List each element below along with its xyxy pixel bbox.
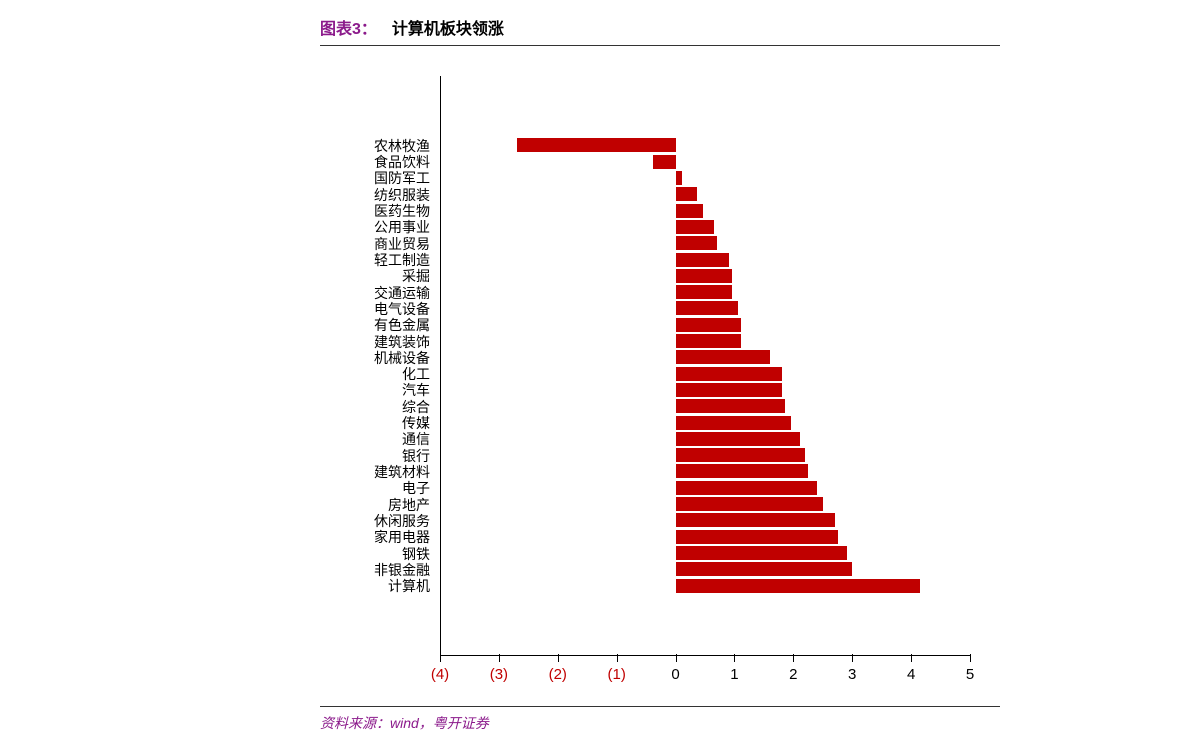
bar: [676, 562, 852, 576]
bar: [676, 464, 808, 478]
bar: [676, 579, 920, 593]
plot-region: [440, 76, 970, 656]
bar: [676, 367, 782, 381]
chart-area: 农林牧渔食品饮料国防军工纺织服装医药生物公用事业商业贸易轻工制造采掘交通运输电气…: [350, 66, 990, 696]
x-tick-mark: [617, 654, 618, 662]
bar: [676, 220, 714, 234]
x-tick-mark: [911, 654, 912, 662]
bar: [676, 448, 805, 462]
category-label: 计算机: [388, 576, 430, 596]
chart-title-prefix: 图表3：: [320, 15, 377, 39]
x-tick-label: (4): [431, 666, 449, 683]
bar: [676, 301, 738, 315]
bar: [676, 416, 791, 430]
bars-container: [441, 76, 970, 655]
bar: [676, 187, 697, 201]
chart-title-row: 图表3： 计算机板块领涨: [320, 15, 1000, 46]
bar: [676, 350, 770, 364]
x-tick-label: 1: [730, 666, 738, 683]
bar: [676, 530, 838, 544]
x-tick-label: (3): [490, 666, 508, 683]
bar: [676, 269, 732, 283]
bar: [676, 546, 846, 560]
x-axis-ticks: (4)(3)(2)(1)012345: [440, 656, 970, 696]
bar: [676, 171, 682, 185]
x-tick-label: 0: [671, 666, 679, 683]
bar: [676, 383, 782, 397]
bar: [676, 253, 729, 267]
x-tick-mark: [676, 654, 677, 662]
source-text: 资料来源：wind，粤开证券: [320, 715, 489, 731]
x-tick-label: 5: [966, 666, 974, 683]
bar: [676, 481, 817, 495]
x-tick-label: (1): [607, 666, 625, 683]
x-tick-mark: [558, 654, 559, 662]
source-row: 资料来源：wind，粤开证券: [320, 706, 1000, 733]
bar: [676, 236, 717, 250]
bar: [676, 513, 835, 527]
x-tick-label: 4: [907, 666, 915, 683]
x-tick-label: (2): [549, 666, 567, 683]
bar: [676, 318, 741, 332]
x-tick-mark: [852, 654, 853, 662]
x-tick-label: 3: [848, 666, 856, 683]
chart-title: 计算机板块领涨: [392, 15, 504, 39]
bar: [676, 334, 741, 348]
bar: [517, 138, 676, 152]
bar: [676, 285, 732, 299]
x-tick-label: 2: [789, 666, 797, 683]
bar: [653, 155, 677, 169]
x-tick-mark: [970, 654, 971, 662]
x-tick-mark: [499, 654, 500, 662]
y-axis-labels: 农林牧渔食品饮料国防军工纺织服装医药生物公用事业商业贸易轻工制造采掘交通运输电气…: [350, 76, 435, 656]
bar: [676, 399, 785, 413]
bar: [676, 432, 799, 446]
bar: [676, 204, 702, 218]
x-tick-mark: [793, 654, 794, 662]
x-tick-mark: [440, 654, 441, 662]
x-tick-mark: [734, 654, 735, 662]
bar: [676, 497, 823, 511]
